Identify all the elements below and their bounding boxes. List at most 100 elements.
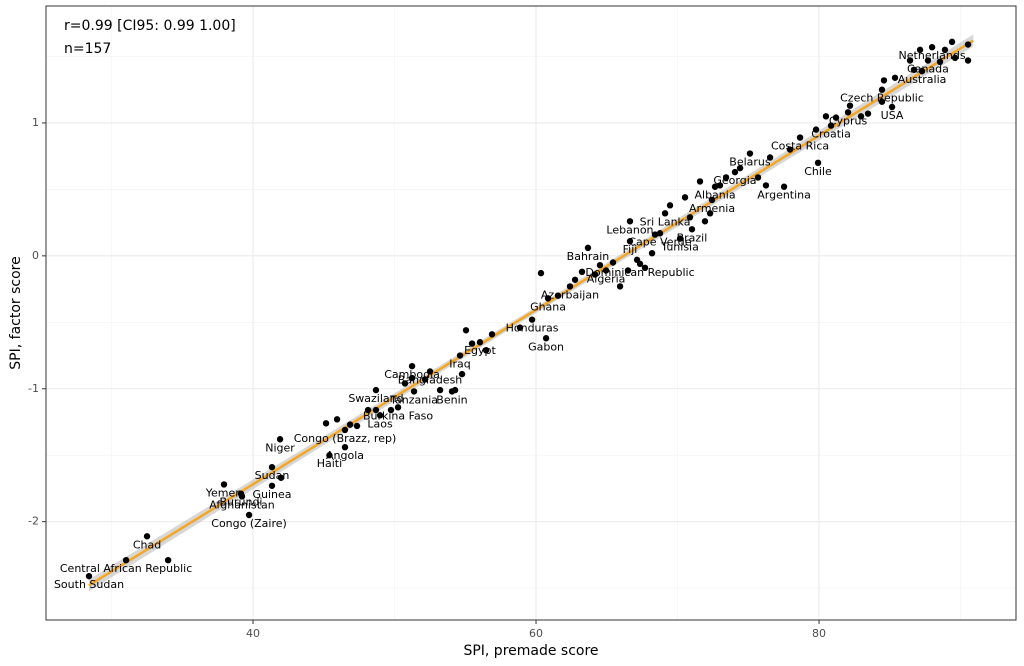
y-tick-label: 1 bbox=[32, 116, 39, 129]
point bbox=[924, 57, 932, 64]
point-label: Iraq bbox=[449, 358, 471, 371]
point-label: Gabon bbox=[528, 340, 564, 353]
point bbox=[708, 196, 716, 204]
point-label: Georgia bbox=[713, 174, 756, 187]
point-label: Brazil bbox=[677, 231, 708, 244]
x-tick-label: 80 bbox=[812, 627, 826, 640]
point bbox=[387, 406, 395, 414]
point-label: Dominican Republic bbox=[585, 266, 694, 279]
point-label: Canada bbox=[907, 62, 949, 75]
point bbox=[237, 490, 245, 497]
point bbox=[822, 113, 830, 120]
point bbox=[681, 194, 689, 201]
point bbox=[516, 324, 524, 331]
point bbox=[812, 126, 820, 133]
point bbox=[964, 57, 972, 64]
point bbox=[566, 283, 574, 290]
point bbox=[827, 122, 835, 129]
point bbox=[122, 556, 130, 564]
point-label: Yemen bbox=[205, 486, 243, 499]
point bbox=[401, 380, 409, 387]
point bbox=[916, 46, 924, 54]
point bbox=[766, 154, 774, 161]
point bbox=[948, 38, 956, 46]
point bbox=[651, 231, 659, 238]
point-label: Afghanistan bbox=[209, 498, 275, 511]
point bbox=[864, 110, 872, 117]
point-label: Cambodia bbox=[384, 368, 440, 381]
point-label: Sri Lanka bbox=[640, 215, 691, 228]
point-label: Chad bbox=[133, 538, 161, 551]
point-label: Azerbaijan bbox=[541, 288, 599, 301]
point bbox=[832, 114, 840, 121]
panel-border bbox=[45, 5, 1017, 621]
point bbox=[656, 230, 664, 237]
point bbox=[451, 386, 459, 394]
point-label: Niger bbox=[265, 441, 295, 454]
point bbox=[951, 54, 959, 62]
annotation: r=0.99 [CI95: 0.99 1.00] bbox=[64, 18, 236, 34]
point bbox=[85, 572, 93, 580]
point-label: USA bbox=[881, 109, 904, 122]
point-label: Czech Republic bbox=[840, 92, 924, 105]
point bbox=[364, 406, 372, 414]
point bbox=[706, 210, 714, 217]
point bbox=[722, 174, 730, 181]
point-label: Honduras bbox=[506, 322, 559, 335]
point bbox=[458, 370, 466, 378]
point bbox=[268, 482, 276, 489]
point bbox=[571, 276, 579, 283]
point bbox=[476, 339, 484, 346]
point bbox=[716, 182, 724, 189]
point-label: Central African Republic bbox=[60, 562, 192, 575]
point bbox=[626, 218, 634, 225]
point-label: Tanzania bbox=[389, 393, 438, 406]
point bbox=[578, 268, 586, 276]
point bbox=[333, 416, 341, 423]
point-label: Netherlands bbox=[899, 49, 966, 62]
point bbox=[918, 67, 926, 75]
point bbox=[482, 347, 490, 354]
point bbox=[648, 249, 656, 257]
point bbox=[245, 511, 253, 519]
point-label: Albania bbox=[694, 189, 735, 202]
point bbox=[528, 316, 536, 323]
point-label: Ghana bbox=[530, 300, 566, 313]
point bbox=[353, 422, 361, 430]
point bbox=[910, 66, 918, 73]
y-tick-label: -2 bbox=[28, 515, 39, 528]
point bbox=[462, 327, 470, 334]
point bbox=[626, 238, 634, 245]
point bbox=[143, 533, 151, 540]
point bbox=[341, 444, 349, 451]
point bbox=[880, 77, 888, 84]
point bbox=[164, 556, 172, 564]
point bbox=[891, 74, 899, 81]
point bbox=[456, 352, 464, 359]
y-axis-title: SPI, factor score bbox=[8, 256, 24, 369]
y-tick-label: 0 bbox=[32, 249, 39, 262]
point bbox=[372, 406, 380, 414]
point-label: Egypt bbox=[464, 344, 496, 357]
point-label: Tunisia bbox=[660, 241, 699, 254]
point bbox=[736, 164, 744, 172]
point bbox=[372, 386, 380, 394]
point-label: Costa Rica bbox=[771, 140, 829, 153]
point-label: Bangladesh bbox=[398, 373, 463, 386]
x-tick-label: 60 bbox=[529, 627, 543, 640]
point bbox=[888, 103, 896, 111]
point bbox=[686, 214, 694, 221]
point bbox=[410, 388, 418, 395]
point bbox=[341, 426, 349, 434]
point bbox=[754, 174, 762, 181]
point-label: Congo (Zaire) bbox=[211, 517, 287, 530]
point bbox=[596, 261, 604, 269]
fit-line bbox=[88, 39, 974, 587]
point bbox=[468, 340, 476, 347]
point bbox=[616, 283, 624, 290]
point bbox=[624, 267, 632, 274]
point-label: South Sudan bbox=[54, 578, 124, 591]
point-label: Cape Verde bbox=[628, 235, 691, 248]
point bbox=[676, 235, 684, 242]
point bbox=[786, 146, 794, 153]
